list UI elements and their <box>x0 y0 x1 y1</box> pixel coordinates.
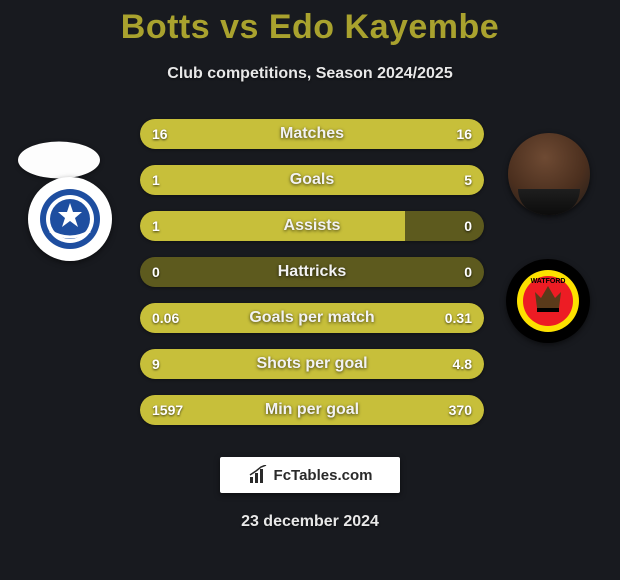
stat-row: 1616Matches <box>140 119 484 149</box>
stat-bars: 1616Matches15Goals10Assists00Hattricks0.… <box>140 119 484 441</box>
svg-text:WATFORD: WATFORD <box>531 278 566 285</box>
bar-fill-right <box>364 349 484 379</box>
bar-fill-right <box>419 395 484 425</box>
comparison-stage: WATFORD 1616Matches15Goals10Assists00Hat… <box>0 113 620 443</box>
stat-value-p2: 0 <box>464 211 472 241</box>
player2-club-badge: WATFORD <box>506 259 590 343</box>
stat-row: 1597370Min per goal <box>140 395 484 425</box>
page-title: Botts vs Edo Kayembe <box>0 0 620 47</box>
stat-row: 94.8Shots per goal <box>140 349 484 379</box>
player1-avatar <box>18 142 100 179</box>
stat-row: 0.060.31Goals per match <box>140 303 484 333</box>
bar-fill-left <box>140 303 195 333</box>
bar-fill-right <box>195 303 484 333</box>
portsmouth-badge-icon <box>38 187 102 251</box>
player2-avatar <box>508 133 590 215</box>
stat-label: Hattricks <box>140 257 484 287</box>
stat-row: 10Assists <box>140 211 484 241</box>
fctables-label: FcTables.com <box>274 467 373 484</box>
bar-fill-right <box>198 165 484 195</box>
fctables-logo-icon <box>248 465 268 485</box>
stat-value-p1: 0 <box>152 257 160 287</box>
bar-fill-left <box>140 395 419 425</box>
stat-value-p2: 0 <box>464 257 472 287</box>
date-text: 23 december 2024 <box>0 513 620 531</box>
stat-row: 0 0Hattricks <box>140 257 484 287</box>
bar-fill-left <box>140 349 364 379</box>
bar-fill-left <box>140 165 198 195</box>
stat-row: 15Goals <box>140 165 484 195</box>
bar-fill-left <box>140 119 312 149</box>
fctables-brand: FcTables.com <box>220 457 400 493</box>
player1-club-badge <box>28 177 112 261</box>
watford-badge-icon: WATFORD <box>515 268 581 334</box>
bar-fill-left <box>140 211 405 241</box>
subtitle: Club competitions, Season 2024/2025 <box>0 65 620 83</box>
bar-fill-right <box>312 119 484 149</box>
